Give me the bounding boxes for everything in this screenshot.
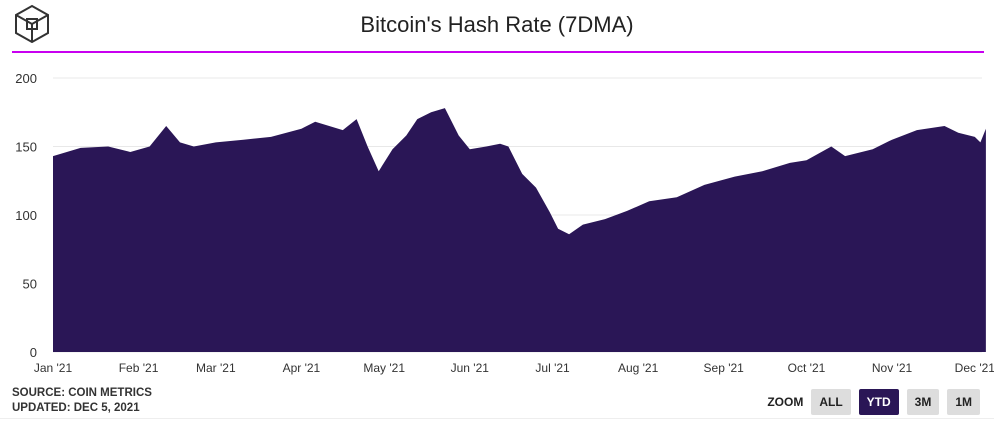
x-tick-label: Jan '21	[34, 361, 73, 375]
hash-rate-chart: 0 50 100 150 200 Jan '21 Feb '21 Mar '21 Apr '21…	[15, 71, 994, 375]
chart-title: Bitcoin's Hash Rate (7DMA)	[360, 12, 634, 37]
source-info: SOURCE: COIN METRICS UPDATED: DEC 5, 202…	[12, 386, 152, 416]
y-tick-label: 100	[15, 208, 37, 223]
x-tick-label: Jun '21	[451, 361, 490, 375]
x-tick-label: Mar '21	[196, 361, 236, 375]
x-tick-label: Dec '21	[955, 361, 994, 375]
x-tick-label: Aug '21	[618, 361, 659, 375]
x-tick-label: Oct '21	[788, 361, 826, 375]
title-divider	[12, 51, 984, 53]
zoom-controls: ZOOM ALL YTD 3M 1M	[767, 389, 980, 415]
updated-label: UPDATED: DEC 5, 2021	[12, 402, 140, 414]
zoom-ytd-button[interactable]: YTD	[858, 389, 899, 415]
zoom-3m-button[interactable]: 3M	[906, 389, 940, 415]
zoom-1m-button[interactable]: 1M	[947, 389, 980, 415]
hash-rate-area	[53, 108, 986, 352]
x-tick-label: Apr '21	[283, 361, 321, 375]
x-tick-label: Jul '21	[535, 361, 570, 375]
logo-cube-icon	[12, 3, 52, 48]
y-tick-label: 200	[15, 71, 37, 86]
zoom-label: ZOOM	[767, 395, 804, 409]
x-tick-label: Sep '21	[704, 361, 745, 375]
zoom-all-button[interactable]: ALL	[811, 389, 851, 415]
x-tick-label: May '21	[363, 361, 405, 375]
y-tick-label: 150	[15, 140, 37, 155]
source-label: SOURCE: COIN METRICS	[12, 387, 152, 399]
y-tick-label: 50	[23, 277, 37, 292]
x-tick-label: Nov '21	[872, 361, 913, 375]
footer-divider	[0, 418, 994, 419]
x-tick-label: Feb '21	[119, 361, 159, 375]
y-tick-label: 0	[30, 345, 37, 360]
